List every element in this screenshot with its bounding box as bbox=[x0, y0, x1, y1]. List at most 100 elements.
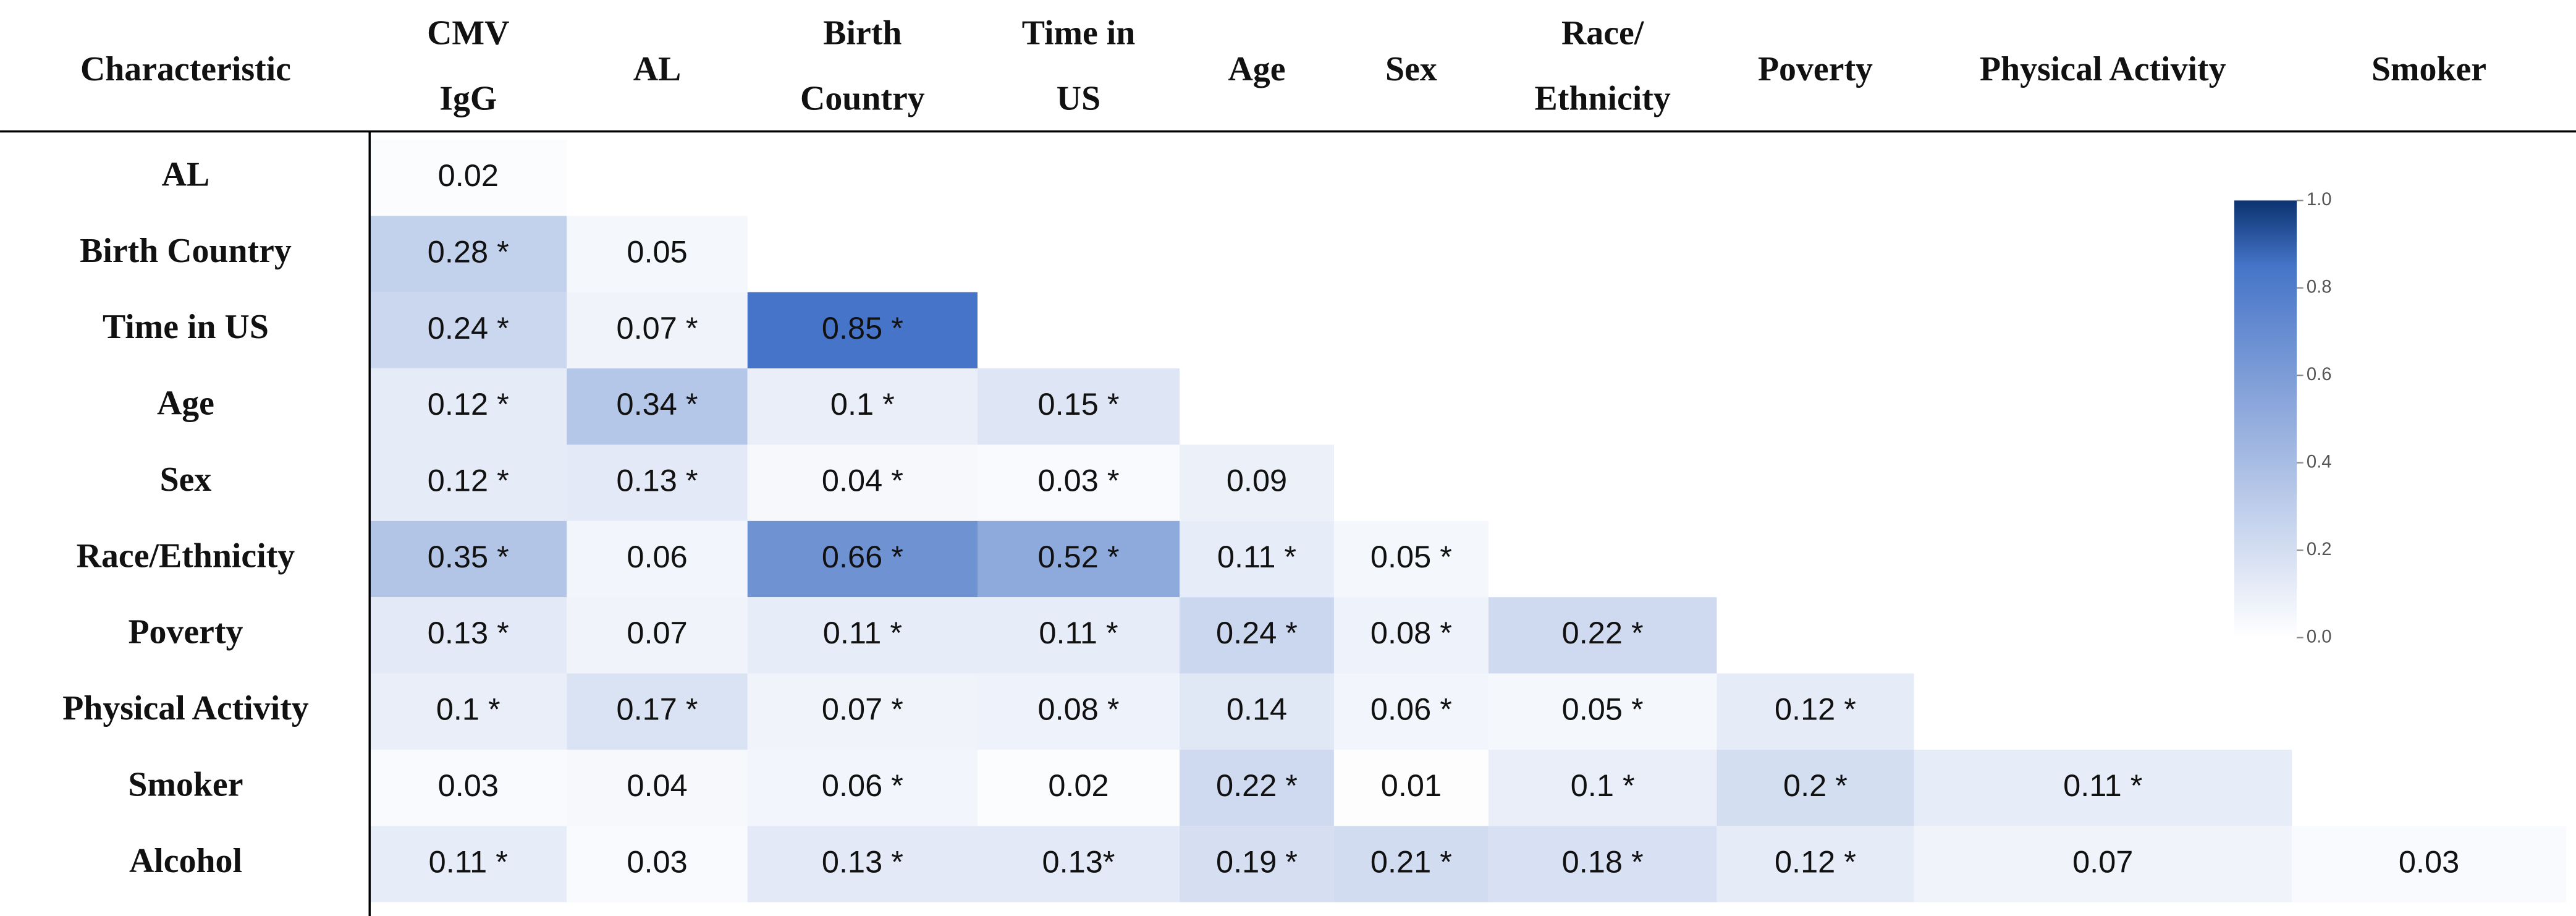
column-header: AL bbox=[633, 50, 682, 88]
row-label: Birth Country bbox=[80, 232, 292, 270]
cell-value: 0.13 * bbox=[617, 462, 698, 498]
row-label: Race/Ethnicity bbox=[77, 536, 295, 575]
cell-value: 0.1 * bbox=[830, 386, 895, 422]
cell bbox=[567, 749, 748, 826]
cell bbox=[1717, 826, 1914, 902]
colorbar-tick-label: 0.2 bbox=[2307, 540, 2332, 559]
cell bbox=[567, 520, 748, 598]
cell bbox=[567, 216, 748, 292]
cell-value: 0.13 * bbox=[822, 844, 903, 879]
cell-value: 0.19 * bbox=[1216, 844, 1298, 879]
column-header: Time in bbox=[1022, 14, 1136, 52]
cell bbox=[747, 368, 978, 445]
cell bbox=[1488, 673, 1717, 750]
row-label: Time in US bbox=[103, 308, 269, 346]
cell bbox=[370, 673, 567, 750]
cell bbox=[747, 520, 978, 598]
cell bbox=[1180, 673, 1334, 750]
cell-value: 0.2 * bbox=[1783, 768, 1848, 803]
cell bbox=[747, 749, 978, 826]
cell-value: 0.06 bbox=[627, 539, 687, 574]
cell-value: 0.21 * bbox=[1370, 844, 1452, 879]
cell bbox=[977, 444, 1180, 521]
cell-value: 0.1 * bbox=[436, 692, 500, 727]
row-label: Age bbox=[157, 384, 214, 423]
column-header: Sex bbox=[1385, 50, 1437, 88]
cell bbox=[1180, 749, 1334, 826]
cell-value: 0.13 * bbox=[428, 615, 509, 650]
cell bbox=[1914, 749, 2292, 826]
cell-value: 0.11 * bbox=[823, 615, 902, 650]
cell bbox=[1180, 597, 1334, 674]
cell-value: 0.35 * bbox=[428, 539, 509, 574]
row-label: Smoker bbox=[128, 765, 243, 804]
row-label: Alcohol bbox=[129, 842, 242, 880]
cell-value: 0.06 * bbox=[1370, 692, 1452, 727]
cell bbox=[977, 826, 1180, 902]
cell-value: 0.22 * bbox=[1216, 768, 1298, 803]
cell bbox=[370, 139, 567, 216]
cell-value: 0.02 bbox=[1048, 768, 1109, 803]
cell-value: 0.08 * bbox=[1038, 692, 1120, 727]
cell-value: 0.11 * bbox=[1217, 539, 1296, 574]
row-label: Sex bbox=[160, 460, 212, 499]
cell bbox=[977, 749, 1180, 826]
cell bbox=[977, 368, 1180, 445]
colorbar-tick-label: 0.0 bbox=[2307, 627, 2332, 647]
cell bbox=[567, 673, 748, 750]
cell bbox=[1717, 749, 1914, 826]
cell-value: 0.08 * bbox=[1370, 615, 1452, 650]
cell-value: 0.04 bbox=[627, 768, 687, 803]
cell bbox=[1488, 597, 1717, 674]
cell-value: 0.52 * bbox=[1038, 539, 1120, 574]
cell-value: 0.05 * bbox=[1562, 692, 1644, 727]
cell-value: 0.06 * bbox=[822, 768, 903, 803]
cell bbox=[747, 826, 978, 902]
cell bbox=[370, 216, 567, 292]
cell bbox=[1333, 520, 1489, 598]
cell bbox=[1488, 749, 1717, 826]
cell-value: 0.14 bbox=[1227, 692, 1287, 727]
cell-value: 0.12 * bbox=[1775, 692, 1856, 727]
row-label: Physical Activity bbox=[62, 689, 309, 727]
cell bbox=[567, 444, 748, 521]
column-header: Race/ bbox=[1561, 14, 1645, 52]
cell bbox=[370, 444, 567, 521]
column-header: Poverty bbox=[1758, 50, 1873, 88]
cell bbox=[370, 368, 567, 445]
cell-value: 0.17 * bbox=[617, 692, 698, 727]
cell-value: 0.09 bbox=[1227, 462, 1287, 498]
cell bbox=[567, 826, 748, 902]
cell bbox=[1180, 826, 1334, 902]
cell bbox=[747, 597, 978, 674]
column-header: US bbox=[1057, 80, 1100, 118]
cell bbox=[747, 292, 978, 369]
cell bbox=[747, 673, 978, 750]
cell bbox=[1333, 597, 1489, 674]
cell-value: 0.04 * bbox=[822, 462, 903, 498]
cell-value: 0.12 * bbox=[428, 386, 509, 422]
row-label: AL bbox=[162, 155, 210, 193]
cell bbox=[1333, 673, 1489, 750]
cell-value: 0.05 bbox=[627, 234, 687, 269]
column-header: Birth bbox=[823, 14, 902, 52]
cell-value: 0.12 * bbox=[1775, 844, 1856, 879]
column-header: Country bbox=[800, 80, 925, 118]
column-header: Age bbox=[1228, 50, 1285, 88]
cell bbox=[370, 597, 567, 674]
cell-value: 0.24 * bbox=[1216, 615, 1298, 650]
cell-value: 0.66 * bbox=[822, 539, 903, 574]
cells bbox=[370, 139, 2567, 902]
cell bbox=[567, 597, 748, 674]
cell bbox=[977, 520, 1180, 598]
cell-value: 0.1 * bbox=[1571, 768, 1635, 803]
colorbar-tick-label: 0.8 bbox=[2307, 278, 2332, 297]
column-header: Characteristic bbox=[80, 50, 291, 88]
cell-value: 0.07 * bbox=[617, 310, 698, 346]
cell-value: 0.01 bbox=[1381, 768, 1442, 803]
cell-value: 0.02 bbox=[438, 158, 499, 193]
cell bbox=[370, 520, 567, 598]
cell-value: 0.15 * bbox=[1038, 386, 1120, 422]
